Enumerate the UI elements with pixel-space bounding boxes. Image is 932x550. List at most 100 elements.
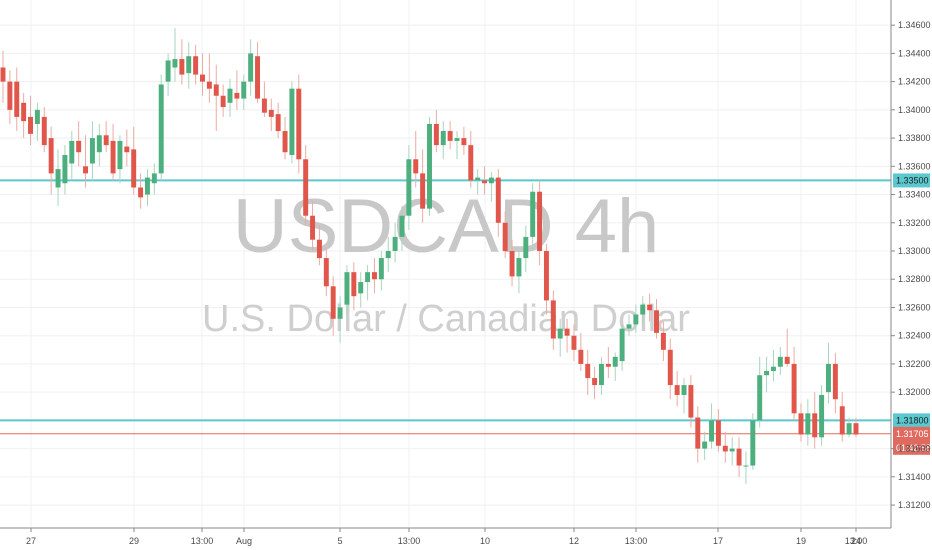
candle-body: [392, 236, 398, 252]
candle-body: [495, 177, 501, 223]
candle-body: [103, 135, 109, 146]
candle-body: [227, 88, 233, 103]
time-tick-label: 27: [26, 536, 36, 546]
time-tick-label: 12: [569, 536, 579, 546]
candle-body: [41, 116, 47, 146]
candle-body: [633, 314, 639, 325]
candle-body: [846, 423, 852, 435]
watermark-description: U.S. Dollar / Canadian Dollar: [202, 298, 690, 340]
watermark-symbol: USDCAD 4h: [233, 184, 660, 269]
candle-body: [832, 363, 838, 400]
candle-body: [144, 177, 150, 195]
price-tick-label: 1.31400: [898, 472, 931, 482]
candle-body: [76, 140, 82, 153]
candle-body: [764, 370, 770, 376]
price-tick-label: 1.34000: [898, 105, 931, 115]
price-tick-label: 1.32200: [898, 359, 931, 369]
candle-body: [310, 215, 316, 240]
price-axis[interactable]: 1.34600 1.34400 1.34200 1.34000 1.33800 1.336…: [890, 0, 931, 528]
candle-body: [21, 102, 27, 122]
candle-body: [110, 140, 116, 174]
candle-body: [89, 138, 95, 164]
candle-body: [351, 272, 357, 297]
candle-body: [117, 140, 123, 170]
candle-body: [750, 420, 756, 466]
candle-body: [303, 159, 309, 216]
last-price-countdown: 01:42:58: [896, 443, 931, 453]
candle-body: [461, 138, 467, 146]
horizontal-line-tag-label: 1.33500: [896, 175, 929, 185]
candle-body: [138, 187, 144, 198]
candle-body: [406, 159, 412, 216]
candle-body: [62, 155, 68, 184]
candle-body: [688, 385, 694, 418]
candle-body: [413, 159, 419, 174]
candle-body: [213, 84, 219, 96]
price-tick-label: 1.33200: [898, 218, 931, 228]
price-tick-label: 1.34200: [898, 77, 931, 87]
candle-body: [516, 258, 522, 277]
candle-body: [0, 67, 6, 82]
candle-body: [427, 123, 432, 209]
candle-body: [468, 145, 474, 181]
candle-body: [743, 465, 749, 467]
candle-body: [702, 441, 708, 449]
candle-body: [619, 328, 625, 362]
candle-body: [585, 363, 591, 379]
candle-body: [695, 417, 701, 449]
candle-body: [158, 84, 164, 174]
symbol-watermark: USDCAD 4h U.S. Dollar / Canadian Dollar: [202, 184, 690, 340]
candle-body: [550, 300, 556, 339]
candle-body: [612, 356, 618, 367]
candle-body: [255, 56, 261, 99]
candle-body: [96, 135, 102, 153]
candle-body: [399, 215, 405, 237]
candle-body: [261, 98, 267, 113]
horizontal-line-tag: [893, 173, 930, 188]
candle-body: [193, 56, 199, 75]
candle-body: [475, 177, 481, 181]
candle-body: [578, 349, 584, 364]
time-tick-label: 24: [851, 536, 861, 546]
candle-body: [722, 445, 728, 452]
candle-body: [165, 60, 171, 82]
candle-body: [248, 53, 254, 82]
candle-body: [715, 420, 721, 446]
candle-body: [179, 59, 185, 75]
time-tick-label: Aug: [236, 536, 252, 546]
candle-body: [330, 286, 336, 319]
candle-body: [433, 123, 439, 146]
candle-body: [241, 81, 247, 99]
candle-body: [571, 335, 577, 350]
last-price-tag-value: 1.31705: [896, 429, 929, 439]
candle-body: [234, 92, 240, 99]
candle-body: [681, 385, 687, 395]
price-tick-label: 1.33600: [898, 161, 931, 171]
candle-body: [729, 448, 735, 452]
price-tick-label: 1.31200: [898, 500, 931, 510]
candle-body: [172, 59, 178, 68]
candle-body: [296, 88, 302, 160]
candle-body: [440, 131, 446, 146]
candle-body: [206, 81, 212, 89]
candle-body: [488, 177, 494, 184]
candle-body: [420, 173, 426, 209]
candle-body: [34, 109, 40, 124]
candle-body: [667, 349, 673, 386]
candle-body: [268, 109, 274, 117]
time-tick-label: 10: [480, 536, 490, 546]
candle-body: [523, 236, 529, 259]
candle-body: [83, 166, 89, 174]
candle-body: [186, 56, 192, 74]
candle-body: [543, 251, 549, 301]
candle-body: [28, 116, 33, 134]
candle-body: [819, 394, 825, 438]
time-tick-label: 17: [713, 536, 723, 546]
candle-body: [200, 74, 205, 82]
chart-grid: [0, 0, 891, 528]
time-tick-label: 13:00: [191, 536, 214, 546]
candle-body: [371, 272, 377, 280]
price-tick-label: 1.33000: [898, 246, 931, 256]
